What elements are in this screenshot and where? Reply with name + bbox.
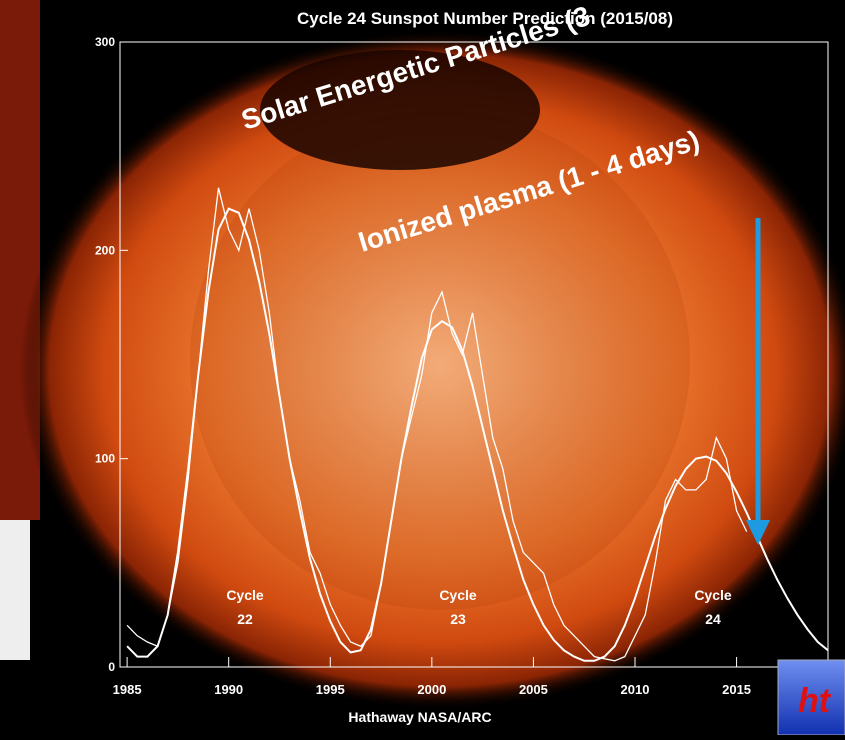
x-tick-label: 2015: [722, 682, 751, 697]
cycle-label: 24: [705, 611, 721, 627]
credit: Hathaway NASA/ARC: [348, 709, 491, 725]
left-white-patch: [0, 520, 30, 660]
y-tick-label: 100: [95, 452, 115, 466]
x-tick-label: 1995: [316, 682, 345, 697]
y-tick-label: 300: [95, 35, 115, 49]
page: {"chart_data":{"type":"line", "title":"C…: [0, 0, 845, 735]
x-tick-label: 2010: [621, 682, 650, 697]
x-tick-label: 1990: [214, 682, 243, 697]
sun-disk: [190, 110, 690, 610]
y-tick-label: 200: [95, 243, 115, 257]
corner-text: ht: [798, 682, 832, 720]
cycle-label: Cycle: [694, 587, 732, 603]
y-tick-label: 0: [108, 660, 115, 674]
x-tick-label: 2000: [417, 682, 446, 697]
cycle-label: 23: [450, 611, 466, 627]
chart: Cycle 24 Sunspot Number Prediction (2015…: [0, 0, 845, 735]
cycle-label: 22: [237, 611, 253, 627]
cycle-label: Cycle: [439, 587, 477, 603]
cycle-label: Cycle: [226, 587, 264, 603]
chart-title: Cycle 24 Sunspot Number Prediction (2015…: [297, 9, 673, 28]
x-tick-label: 1985: [113, 682, 142, 697]
x-tick-label: 2005: [519, 682, 548, 697]
